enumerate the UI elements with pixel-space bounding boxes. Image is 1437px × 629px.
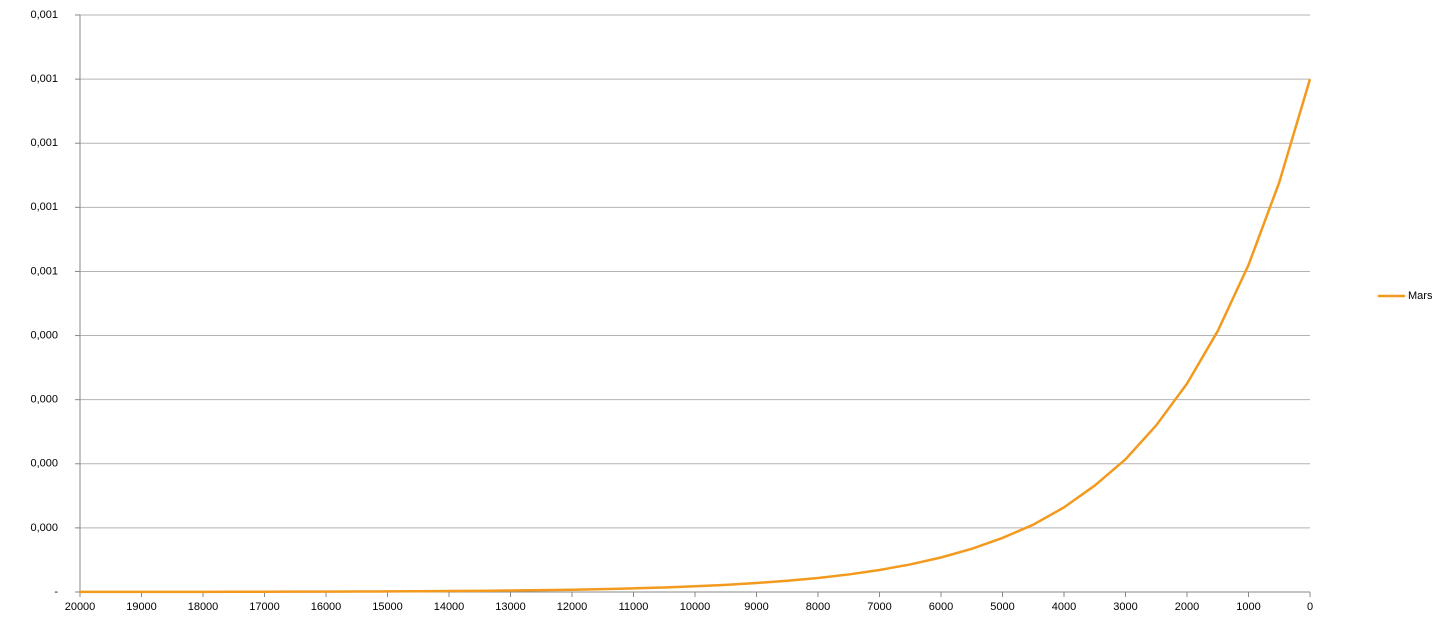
y-tick-label: -: [54, 586, 58, 598]
x-tick-label: 6000: [929, 601, 953, 613]
x-tick-label: 17000: [249, 601, 280, 613]
x-tick-label: 20000: [65, 601, 96, 613]
x-tick-label: 8000: [806, 601, 830, 613]
y-tick-label: 0,001: [30, 201, 58, 213]
x-tick-label: 9000: [744, 601, 768, 613]
y-tick-label: 0,001: [30, 265, 58, 277]
y-tick-label: 0,000: [30, 394, 58, 406]
x-tick-label: 10000: [680, 601, 711, 613]
x-tick-label: 14000: [434, 601, 465, 613]
x-tick-label: 2000: [1175, 601, 1199, 613]
data-line: [80, 78, 1312, 594]
x-tick-label: 5000: [990, 601, 1014, 613]
legend-label: Mars: [1408, 290, 1433, 302]
x-tick-label: 18000: [188, 601, 219, 613]
x-tick-label: 19000: [126, 601, 157, 613]
x-tick-label: 3000: [1113, 601, 1137, 613]
y-tick-label: 0,001: [30, 73, 58, 85]
y-tick-label: 0,001: [30, 137, 58, 149]
y-tick-label: 0,000: [30, 329, 58, 341]
y-tick-label: 0,001: [30, 9, 58, 21]
y-tick-label: 0,000: [30, 458, 58, 470]
x-tick-label: 4000: [1052, 601, 1076, 613]
x-tick-label: 11000: [619, 601, 649, 613]
x-tick-label: 12000: [557, 601, 588, 613]
y-tick-label: 0,000: [30, 522, 58, 534]
x-tick-label: 15000: [372, 601, 403, 613]
x-tick-label: 1000: [1236, 601, 1260, 613]
x-tick-label: 13000: [495, 601, 526, 613]
x-tick-label: 16000: [311, 601, 342, 613]
x-tick-label: 0: [1307, 601, 1313, 613]
x-tick-label: 7000: [867, 601, 891, 613]
